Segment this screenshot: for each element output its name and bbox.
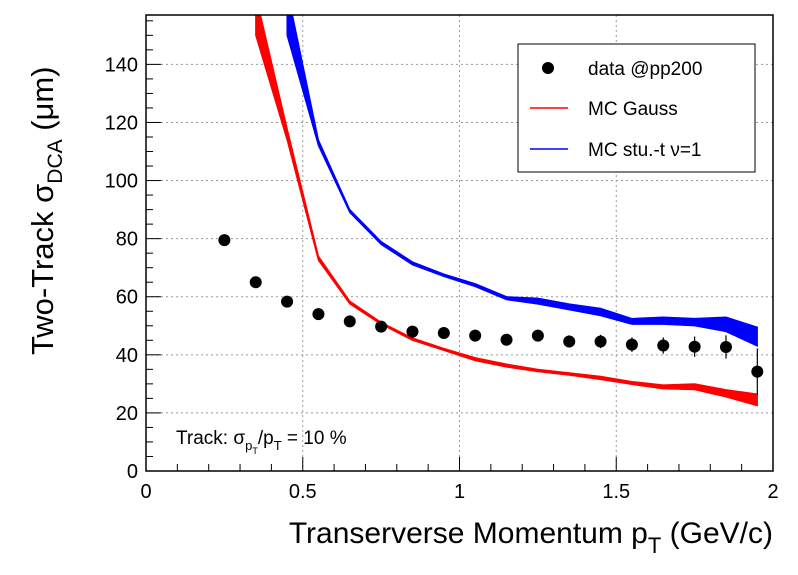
- y-tick-label: 80: [116, 229, 138, 251]
- data-point: [719, 340, 732, 353]
- legend: data @pp200 MC Gauss MC stu.-t ν=1: [517, 43, 756, 173]
- legend-gauss-label: MC Gauss: [588, 99, 678, 120]
- x-tick-label: 1: [454, 481, 465, 503]
- data-point: [375, 320, 388, 333]
- data-point: [469, 329, 482, 342]
- y-tick-label: 0: [127, 461, 138, 483]
- data-point: [563, 335, 576, 348]
- legend-data-marker: [542, 62, 554, 74]
- data-points: [218, 234, 764, 395]
- y-tick-label: 20: [116, 403, 138, 425]
- x-tick-label: 0: [140, 481, 151, 503]
- x-axis-title: Transerverse Momentum pT (GeV/c): [289, 517, 773, 558]
- legend-data-label: data @pp200: [588, 59, 702, 80]
- data-point: [218, 234, 231, 247]
- data-point: [751, 365, 764, 378]
- data-point: [437, 327, 450, 340]
- data-point: [625, 338, 638, 351]
- data-point: [531, 329, 544, 342]
- y-tick-label: 60: [116, 287, 138, 309]
- data-point: [312, 308, 325, 321]
- data-point: [594, 335, 607, 348]
- legend-student-label: MC stu.-t ν=1: [588, 140, 702, 161]
- plot-area: [218, 15, 764, 407]
- data-point: [249, 276, 262, 289]
- mc-student-t-band: [286, 15, 758, 348]
- y-tick-label: 40: [116, 345, 138, 367]
- data-point: [281, 295, 294, 308]
- mc-gauss-band: [255, 15, 758, 407]
- axis-ticks: [145, 20, 774, 472]
- data-point: [657, 339, 670, 352]
- data-point: [500, 333, 513, 346]
- x-tick-label: 0.5: [289, 481, 317, 503]
- x-tick-label: 1.5: [602, 481, 630, 503]
- y-axis-title: Two-Track σDCA (μm): [25, 66, 67, 355]
- x-tick-label: 2: [767, 481, 778, 503]
- y-tick-label: 120: [105, 112, 138, 134]
- data-point: [406, 325, 419, 338]
- data-point: [343, 315, 356, 328]
- y-tick-label: 140: [105, 54, 138, 76]
- y-tick-label: 100: [105, 171, 138, 193]
- data-point: [688, 340, 701, 353]
- track-resolution-annotation: Track: σpT/pT = 10 %: [176, 428, 347, 456]
